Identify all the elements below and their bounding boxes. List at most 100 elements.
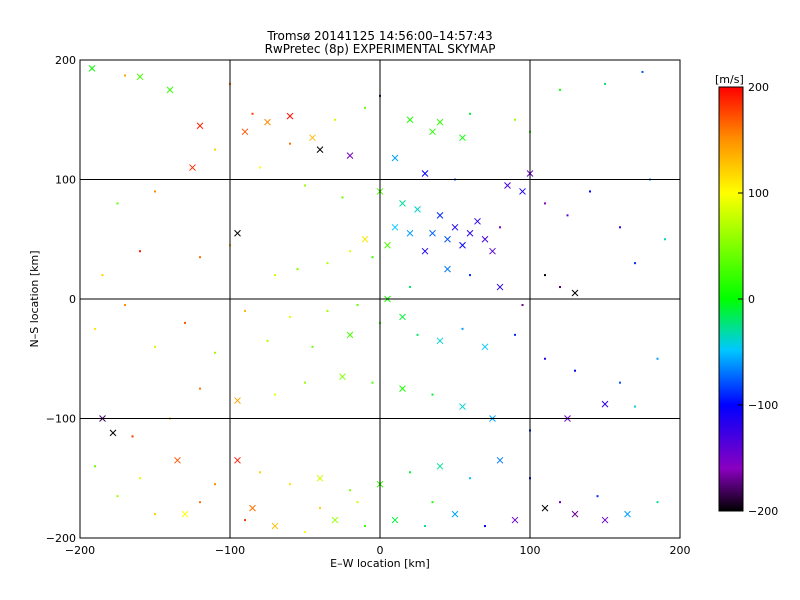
- data-point-dot: [634, 405, 636, 408]
- x-tick-label: 100: [520, 544, 541, 557]
- data-point-dot: [244, 309, 246, 312]
- colorbar-tick-label: −100: [748, 399, 778, 412]
- data-point-x: [316, 146, 324, 153]
- data-point-x: [234, 456, 241, 464]
- data-point-dot: [154, 345, 156, 348]
- data-point-x: [264, 118, 271, 126]
- data-point-dot: [544, 202, 546, 205]
- data-point-dot: [154, 190, 156, 193]
- data-point-dot: [559, 501, 561, 504]
- data-point-dot: [559, 88, 561, 91]
- data-point-dot: [199, 256, 201, 259]
- data-point-x: [541, 504, 549, 512]
- data-point-x: [436, 462, 444, 470]
- data-point-dot: [101, 274, 104, 277]
- data-point-x: [234, 229, 241, 237]
- data-point-dot: [656, 357, 659, 360]
- data-point-dot: [619, 226, 621, 229]
- data-point-dot: [251, 112, 254, 115]
- data-point-dot: [364, 106, 366, 109]
- data-point-dot: [199, 387, 201, 390]
- data-point-x: [339, 373, 346, 381]
- data-point-x: [504, 182, 511, 189]
- data-point-x: [399, 313, 406, 321]
- data-point-dot: [356, 303, 359, 306]
- data-point-x: [481, 235, 489, 243]
- data-point-dot: [319, 507, 321, 510]
- colorbar-tick-label: −200: [748, 505, 778, 518]
- colorbar-label: [m/s]: [715, 73, 744, 86]
- data-point-dot: [259, 166, 261, 169]
- data-point-dot: [334, 118, 336, 121]
- data-point-dot: [431, 501, 434, 504]
- data-point-x: [601, 400, 609, 408]
- data-point-dot: [349, 489, 351, 492]
- data-point-dot: [664, 238, 666, 241]
- data-point-x: [436, 118, 444, 126]
- data-point-x: [511, 516, 519, 524]
- data-point-dot: [559, 286, 561, 289]
- data-point-dot: [634, 262, 636, 265]
- data-point-x: [189, 164, 196, 171]
- data-point-x: [399, 385, 406, 392]
- data-point-x: [421, 170, 429, 177]
- data-point-dot: [274, 274, 276, 277]
- data-point-dot: [259, 471, 261, 474]
- data-point-x: [391, 154, 399, 162]
- x-tick-label: 200: [670, 544, 691, 557]
- data-point-dot: [214, 351, 216, 354]
- data-point-dot: [484, 525, 486, 528]
- chart-subtitle: RwPretec (8p) EXPERIMENTAL SKYMAP: [264, 42, 496, 56]
- y-tick-label: −200: [46, 532, 76, 545]
- data-point-x: [496, 283, 504, 291]
- data-point-x: [136, 73, 144, 81]
- data-point-dot: [641, 70, 644, 73]
- y-tick-label: 100: [55, 174, 76, 187]
- data-point-dot: [514, 333, 516, 336]
- data-point-dot: [356, 501, 359, 504]
- data-point-x: [286, 112, 294, 120]
- data-point-dot: [589, 190, 591, 193]
- data-point-dot: [94, 465, 96, 468]
- data-point-dot: [311, 345, 314, 348]
- data-point-dot: [469, 112, 471, 115]
- data-point-dot: [371, 256, 374, 259]
- data-point-x: [571, 289, 579, 297]
- data-point-x: [436, 337, 444, 345]
- colorbar-tick-label: 100: [748, 187, 769, 200]
- data-point-dot: [409, 471, 411, 474]
- data-point-x: [474, 217, 481, 225]
- x-tick-label: −200: [65, 544, 95, 557]
- data-point-dot: [544, 357, 546, 360]
- data-point-dot: [514, 118, 516, 121]
- data-point-dot: [266, 339, 269, 342]
- data-point-x: [391, 516, 399, 524]
- data-point-dot: [184, 321, 186, 324]
- data-point-x: [414, 206, 421, 213]
- data-point-x: [624, 510, 631, 518]
- data-point-dot: [349, 250, 351, 253]
- data-point-dot: [574, 369, 576, 372]
- data-point-x: [459, 134, 466, 142]
- data-point-x: [451, 223, 459, 231]
- data-point-dot: [116, 202, 119, 205]
- data-point-dot: [656, 501, 659, 504]
- data-point-dot: [289, 483, 291, 486]
- data-point-dot: [416, 333, 419, 336]
- data-point-x: [346, 152, 354, 159]
- y-tick-label: 200: [55, 54, 76, 67]
- data-point-dot: [214, 148, 216, 151]
- data-point-dot: [304, 531, 306, 534]
- chart-title: Tromsø 20141125 14:56:00–14:57:43: [267, 29, 493, 43]
- data-point-x: [459, 241, 466, 249]
- data-point-dot: [94, 327, 96, 330]
- data-point-dot: [364, 525, 366, 528]
- data-point-x: [331, 516, 339, 524]
- data-point-dot: [124, 74, 126, 77]
- grid-lines: [80, 60, 680, 538]
- data-point-dot: [341, 196, 344, 199]
- x-tick-label: 0: [377, 544, 384, 557]
- data-point-x: [519, 188, 526, 195]
- data-point-x: [496, 456, 504, 464]
